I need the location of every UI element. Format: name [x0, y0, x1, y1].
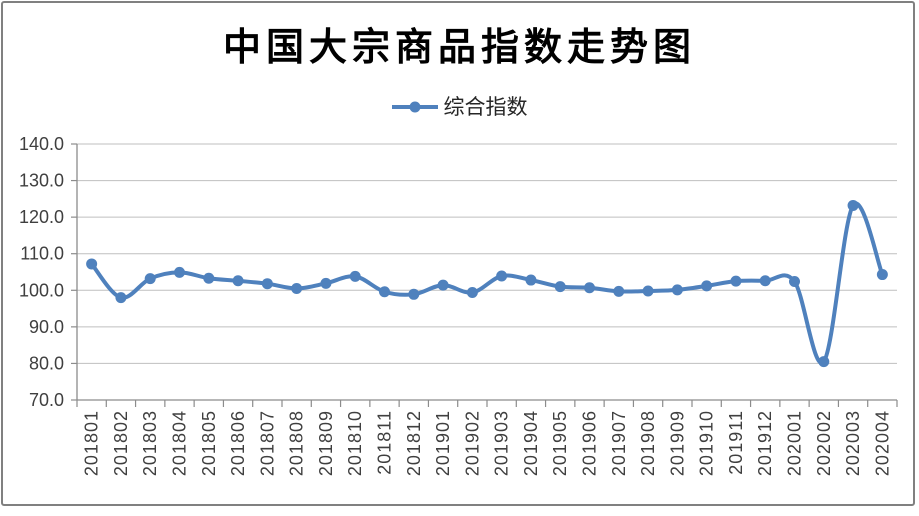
- x-axis-label: 201805: [199, 410, 219, 476]
- data-point-marker: [876, 269, 888, 281]
- x-axis-label: 202002: [814, 410, 834, 476]
- data-point-marker: [496, 270, 508, 282]
- x-axis-label: 202004: [872, 410, 892, 476]
- x-axis-label: 202001: [785, 410, 805, 476]
- x-axis-label: 201809: [316, 410, 336, 476]
- legend: 综合指数: [0, 95, 919, 119]
- data-point-marker: [86, 258, 98, 270]
- legend-label: 综合指数: [443, 95, 528, 119]
- data-point-marker: [818, 356, 830, 368]
- x-axis-label: 201910: [697, 410, 717, 476]
- data-point-marker: [144, 273, 156, 285]
- x-axis-label: 201911: [726, 410, 746, 475]
- data-point-marker: [320, 277, 332, 289]
- y-axis-label: 140.0: [19, 134, 64, 154]
- data-point-marker: [379, 286, 390, 298]
- x-axis-label: 201806: [228, 410, 248, 476]
- y-axis-label: 70.0: [29, 390, 64, 410]
- x-axis-label: 201901: [433, 410, 453, 476]
- x-axis-label: 201902: [462, 410, 482, 476]
- data-point-marker: [349, 270, 361, 282]
- data-point-marker: [613, 285, 625, 297]
- x-axis-label: 201903: [492, 410, 512, 476]
- y-axis-label: 80.0: [29, 353, 64, 373]
- data-point-marker: [730, 275, 742, 287]
- y-axis-label: 120.0: [19, 207, 64, 227]
- data-point-marker: [554, 281, 566, 293]
- x-axis-label: 201803: [140, 410, 160, 476]
- data-point-marker: [642, 285, 654, 297]
- x-axis-label: 201810: [345, 410, 365, 476]
- y-axis-label: 90.0: [29, 317, 64, 337]
- x-axis-label: 201906: [580, 410, 600, 476]
- data-point-marker: [671, 284, 683, 296]
- x-axis-label: 201811: [375, 410, 395, 475]
- x-axis-label: 201912: [755, 410, 775, 476]
- chart-title: 中国大宗商品指数走势图: [222, 24, 696, 69]
- data-point-marker: [291, 282, 303, 294]
- data-point-marker: [232, 275, 244, 287]
- y-axis-label: 100.0: [19, 280, 64, 300]
- x-axis-label: 201812: [404, 410, 424, 476]
- x-axis-label: 201804: [170, 410, 190, 476]
- data-point-marker: [408, 288, 420, 300]
- x-axis-label: 201908: [638, 410, 658, 476]
- data-point-marker: [466, 286, 478, 298]
- data-point-marker: [584, 282, 595, 294]
- data-point-marker: [437, 279, 449, 291]
- data-point-marker: [203, 272, 215, 284]
- data-point-marker: [789, 276, 800, 288]
- x-axis-label: 201904: [521, 410, 541, 476]
- x-axis-label: 201801: [82, 410, 102, 476]
- data-point-marker: [115, 292, 127, 304]
- data-point-marker: [174, 266, 185, 278]
- x-axis-label: 201907: [609, 410, 629, 476]
- data-point-marker: [261, 278, 273, 290]
- data-point-marker: [759, 275, 771, 287]
- y-axis-label: 110.0: [20, 244, 64, 264]
- x-axis-label: 201909: [667, 410, 687, 476]
- data-point-marker: [847, 199, 859, 211]
- data-point-marker: [701, 280, 713, 292]
- y-axis-label: 130.0: [19, 171, 64, 191]
- x-axis-label: 202003: [843, 410, 863, 476]
- x-axis-label: 201802: [111, 410, 131, 476]
- x-axis-label: 201808: [287, 410, 307, 476]
- x-axis-label: 201905: [550, 410, 570, 476]
- x-axis-label: 201807: [257, 410, 277, 476]
- data-point-marker: [525, 274, 537, 286]
- legend-line-marker-icon: [391, 100, 438, 114]
